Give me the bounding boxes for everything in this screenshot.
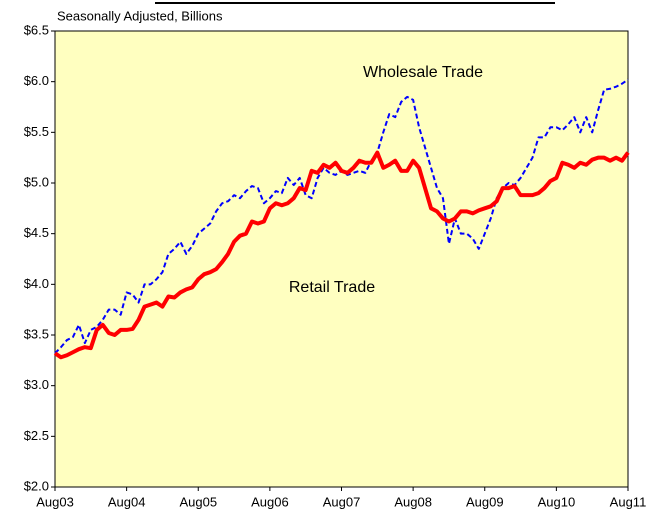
x-tick-label: Aug05 xyxy=(179,494,217,509)
x-tick-label: Aug11 xyxy=(610,494,647,509)
x-tick-label: Aug04 xyxy=(108,494,146,509)
y-tick-label: $4.5 xyxy=(24,225,49,240)
y-tick-label: $2.0 xyxy=(24,478,49,493)
y-tick-label: $6.5 xyxy=(24,22,49,37)
chart-subtitle: Seasonally Adjusted, Billions xyxy=(57,8,223,23)
y-tick-label: $5.0 xyxy=(24,174,49,189)
x-tick-label: Aug09 xyxy=(466,494,504,509)
y-tick-label: $3.0 xyxy=(24,377,49,392)
x-tick-label: Aug03 xyxy=(36,494,74,509)
y-tick-label: $3.5 xyxy=(24,326,49,341)
series-line xyxy=(53,150,630,360)
y-tick-label: $5.5 xyxy=(24,124,49,139)
y-tick-label: $2.5 xyxy=(24,428,49,443)
x-tick-label: Aug08 xyxy=(394,494,432,509)
plot-area xyxy=(54,30,629,488)
x-tick-label: Aug10 xyxy=(538,494,576,509)
y-tick-label: $6.0 xyxy=(24,73,49,88)
annotation: Retail Trade xyxy=(289,279,375,296)
annotation: Wholesale Trade xyxy=(363,64,483,81)
x-tick-label: Aug07 xyxy=(323,494,361,509)
y-tick-label: $4.0 xyxy=(24,276,49,291)
x-tick-label: Aug06 xyxy=(251,494,289,509)
